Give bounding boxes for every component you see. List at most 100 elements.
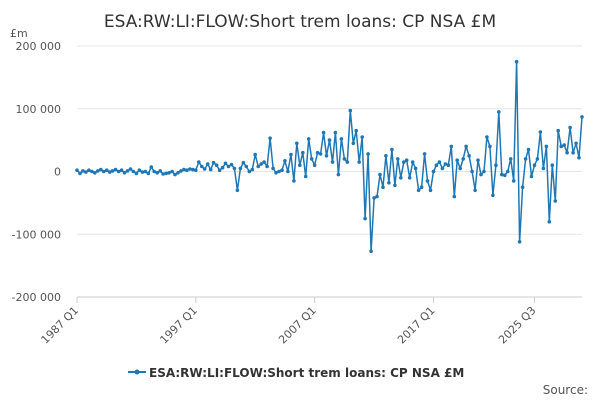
data-point[interactable] xyxy=(214,163,219,167)
data-point[interactable] xyxy=(416,188,421,193)
data-point[interactable] xyxy=(461,157,466,161)
data-point[interactable] xyxy=(511,179,516,183)
data-point[interactable] xyxy=(205,162,210,166)
data-point[interactable] xyxy=(173,172,177,177)
data-point[interactable] xyxy=(348,108,353,113)
data-point[interactable] xyxy=(158,169,162,173)
data-point[interactable] xyxy=(229,162,234,167)
data-point[interactable] xyxy=(431,169,436,174)
data-point[interactable] xyxy=(104,168,109,172)
data-point[interactable] xyxy=(131,169,136,174)
data-point[interactable] xyxy=(476,158,480,162)
data-point[interactable] xyxy=(336,172,341,177)
data-point[interactable] xyxy=(167,171,171,175)
data-point[interactable] xyxy=(185,168,189,172)
data-point[interactable] xyxy=(312,163,317,167)
data-point[interactable] xyxy=(494,163,498,167)
data-point[interactable] xyxy=(425,179,430,183)
data-point[interactable] xyxy=(360,135,365,139)
data-point[interactable] xyxy=(149,165,154,169)
data-point[interactable] xyxy=(292,179,296,183)
data-point[interactable] xyxy=(113,167,118,172)
data-point[interactable] xyxy=(194,168,198,172)
data-point[interactable] xyxy=(280,168,284,172)
data-point[interactable] xyxy=(134,171,139,176)
data-point[interactable] xyxy=(547,219,552,224)
data-point[interactable] xyxy=(87,168,91,172)
data-point[interactable] xyxy=(197,160,201,164)
data-point[interactable] xyxy=(295,141,299,146)
data-point[interactable] xyxy=(327,138,332,142)
data-point[interactable] xyxy=(413,166,418,171)
data-point[interactable] xyxy=(482,169,486,174)
data-point[interactable] xyxy=(550,163,555,167)
data-point[interactable] xyxy=(277,169,281,174)
data-point[interactable] xyxy=(393,183,397,188)
data-point[interactable] xyxy=(306,137,311,141)
data-point[interactable] xyxy=(514,59,519,64)
data-point[interactable] xyxy=(84,170,88,174)
data-point[interactable] xyxy=(517,240,522,244)
data-point[interactable] xyxy=(200,164,204,169)
data-point[interactable] xyxy=(176,171,180,175)
data-point[interactable] xyxy=(289,152,293,157)
data-point[interactable] xyxy=(188,167,192,171)
data-point[interactable] xyxy=(128,167,133,171)
data-point[interactable] xyxy=(247,169,252,174)
data-point[interactable] xyxy=(170,169,174,174)
data-point[interactable] xyxy=(577,155,581,160)
legend[interactable]: ESA:RW:LI:FLOW:Short trem loans: CP NSA … xyxy=(128,366,464,380)
data-point[interactable] xyxy=(568,125,572,130)
data-point[interactable] xyxy=(268,136,272,140)
data-point[interactable] xyxy=(345,160,350,164)
data-point[interactable] xyxy=(75,168,79,172)
data-point[interactable] xyxy=(497,110,501,114)
data-point[interactable] xyxy=(125,169,130,173)
data-point[interactable] xyxy=(402,160,406,164)
data-point[interactable] xyxy=(366,152,370,156)
data-point[interactable] xyxy=(384,154,388,158)
data-point[interactable] xyxy=(529,174,534,179)
data-point[interactable] xyxy=(455,158,460,162)
data-point[interactable] xyxy=(440,166,445,171)
data-point[interactable] xyxy=(532,163,537,167)
data-point[interactable] xyxy=(119,168,124,172)
data-point[interactable] xyxy=(571,150,575,155)
data-point[interactable] xyxy=(535,157,540,161)
data-point[interactable] xyxy=(116,169,121,174)
data-point[interactable] xyxy=(107,170,112,174)
data-point[interactable] xyxy=(437,160,442,164)
data-point[interactable] xyxy=(262,160,266,164)
data-point[interactable] xyxy=(250,167,255,172)
data-point[interactable] xyxy=(235,188,240,193)
data-point[interactable] xyxy=(152,169,156,174)
data-point[interactable] xyxy=(553,199,558,203)
data-point[interactable] xyxy=(220,165,225,170)
data-point[interactable] xyxy=(422,152,427,156)
data-point[interactable] xyxy=(375,194,379,199)
data-point[interactable] xyxy=(562,143,566,147)
data-point[interactable] xyxy=(526,147,531,152)
data-point[interactable] xyxy=(143,169,148,174)
data-point[interactable] xyxy=(378,172,382,177)
data-point[interactable] xyxy=(452,194,457,199)
data-point[interactable] xyxy=(410,160,415,164)
data-point[interactable] xyxy=(286,169,290,174)
data-point[interactable] xyxy=(137,168,142,172)
data-point[interactable] xyxy=(333,130,338,135)
data-point[interactable] xyxy=(470,169,474,174)
data-point[interactable] xyxy=(574,141,578,146)
data-point[interactable] xyxy=(404,158,409,162)
data-point[interactable] xyxy=(321,130,326,135)
data-point[interactable] xyxy=(488,144,492,149)
data-point[interactable] xyxy=(390,147,394,152)
data-point[interactable] xyxy=(449,144,454,149)
data-point[interactable] xyxy=(505,169,510,174)
data-point[interactable] xyxy=(202,167,207,171)
data-point[interactable] xyxy=(217,168,222,172)
data-point[interactable] xyxy=(407,176,412,180)
data-point[interactable] xyxy=(523,157,528,161)
data-point[interactable] xyxy=(363,216,367,221)
data-point[interactable] xyxy=(399,176,403,180)
data-point[interactable] xyxy=(565,150,569,155)
